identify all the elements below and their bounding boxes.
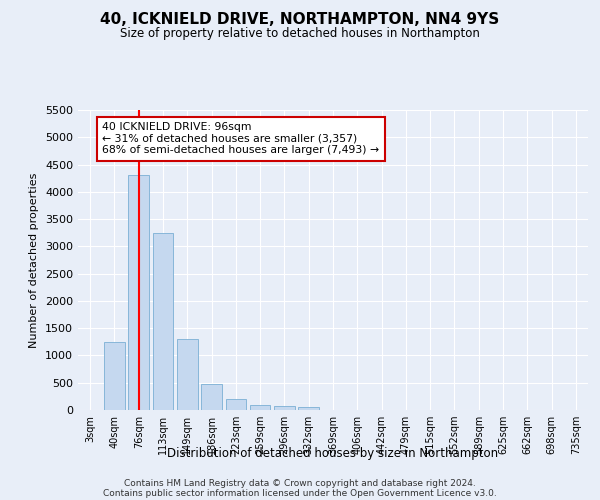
Text: Contains HM Land Registry data © Crown copyright and database right 2024.: Contains HM Land Registry data © Crown c…	[124, 478, 476, 488]
Text: Contains public sector information licensed under the Open Government Licence v3: Contains public sector information licen…	[103, 488, 497, 498]
Bar	[177, 339, 197, 410]
Bar	[298, 406, 319, 410]
Text: 40 ICKNIELD DRIVE: 96sqm
← 31% of detached houses are smaller (3,357)
68% of sem: 40 ICKNIELD DRIVE: 96sqm ← 31% of detach…	[102, 122, 379, 155]
Bar	[226, 399, 246, 410]
Y-axis label: Number of detached properties: Number of detached properties	[29, 172, 40, 348]
Bar	[152, 232, 173, 410]
Text: Size of property relative to detached houses in Northampton: Size of property relative to detached ho…	[120, 28, 480, 40]
Bar	[128, 176, 149, 410]
Text: 40, ICKNIELD DRIVE, NORTHAMPTON, NN4 9YS: 40, ICKNIELD DRIVE, NORTHAMPTON, NN4 9YS	[100, 12, 500, 28]
Bar	[201, 384, 222, 410]
Bar	[104, 342, 125, 410]
Bar	[274, 406, 295, 410]
Bar	[250, 404, 271, 410]
Text: Distribution of detached houses by size in Northampton: Distribution of detached houses by size …	[167, 448, 499, 460]
